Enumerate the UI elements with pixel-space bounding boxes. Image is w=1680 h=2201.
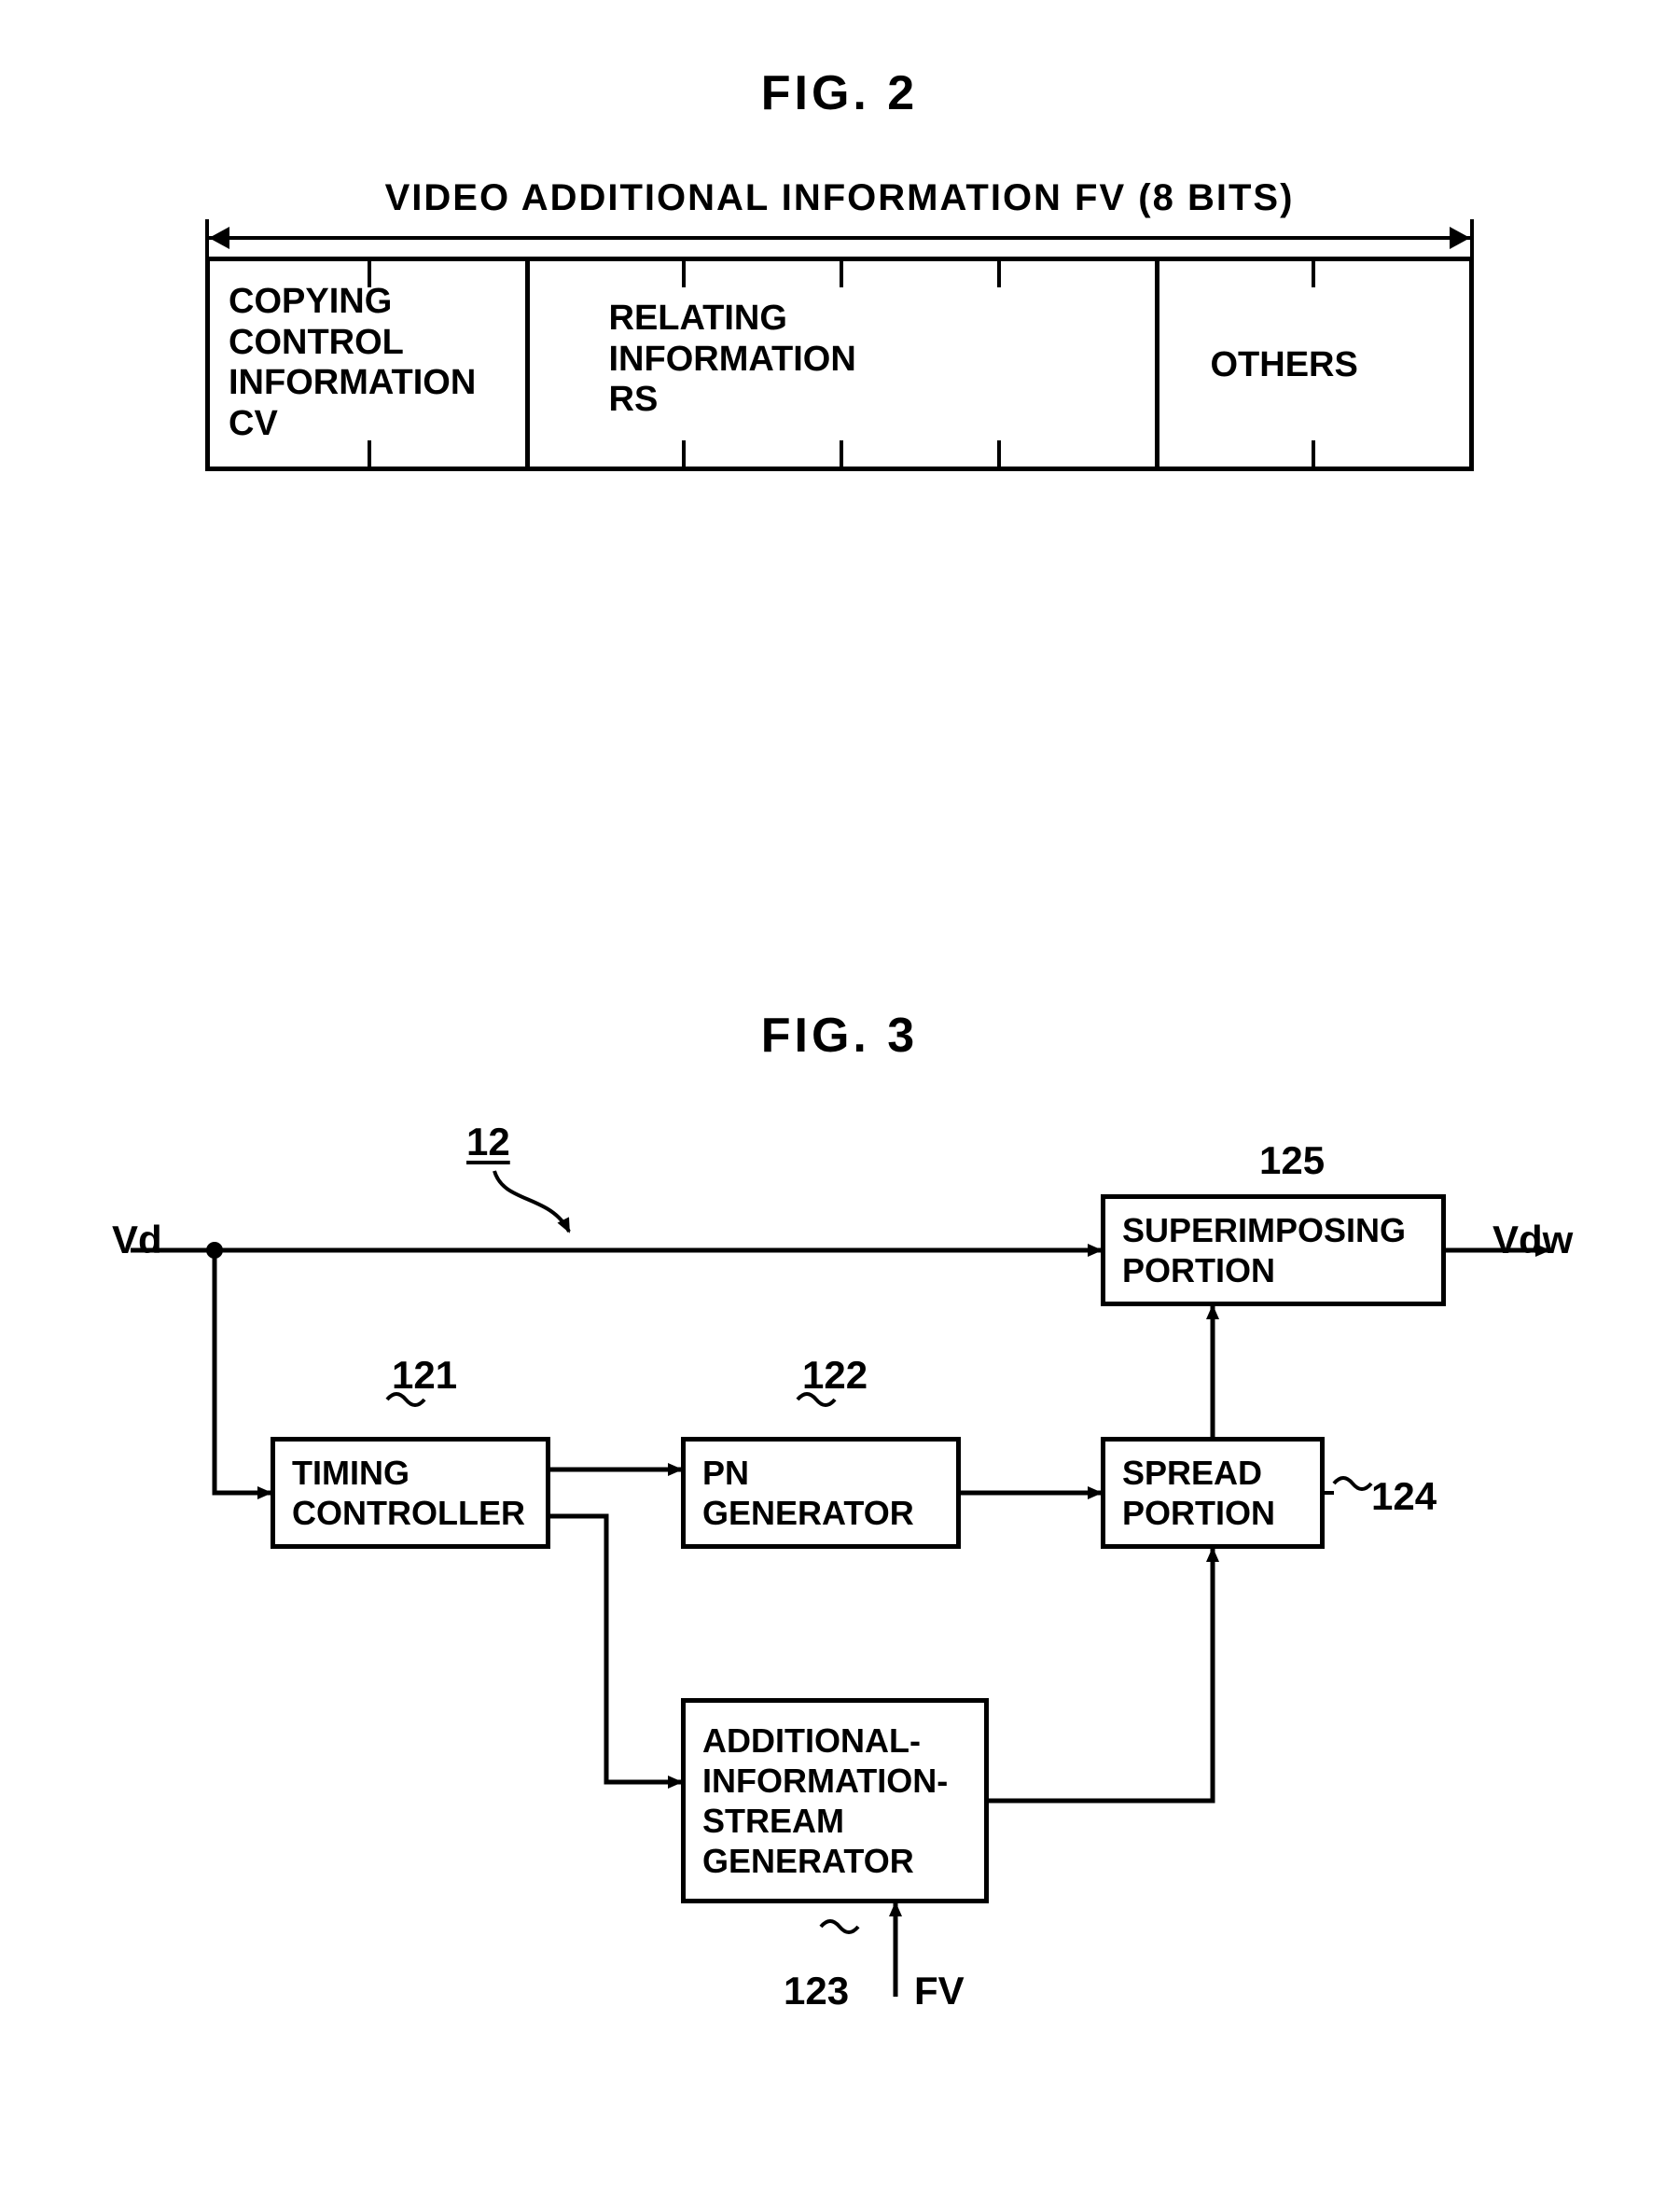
fig2-cell-rs: RELATING INFORMATION RS [609, 299, 856, 421]
fig2-cell-cv: COPYING CONTROL INFORMATION CV [229, 282, 476, 445]
fig2-bits-table: COPYING CONTROL INFORMATION CV RELATING … [205, 257, 1474, 471]
fig2-title: FIG. 2 [205, 65, 1474, 121]
fig2-span-arrow [205, 219, 1474, 257]
figure-2: FIG. 2 VIDEO ADDITIONAL INFORMATION FV (… [205, 65, 1474, 471]
fig2-cell-others: OTHERS [1211, 345, 1358, 386]
fig3-wires [112, 1008, 1567, 2034]
fig2-header-label: VIDEO ADDITIONAL INFORMATION FV (8 BITS) [205, 177, 1474, 219]
figure-3: FIG. 3 12 Vd Vdw FV 121 122 123 124 125 … [112, 1008, 1567, 2034]
